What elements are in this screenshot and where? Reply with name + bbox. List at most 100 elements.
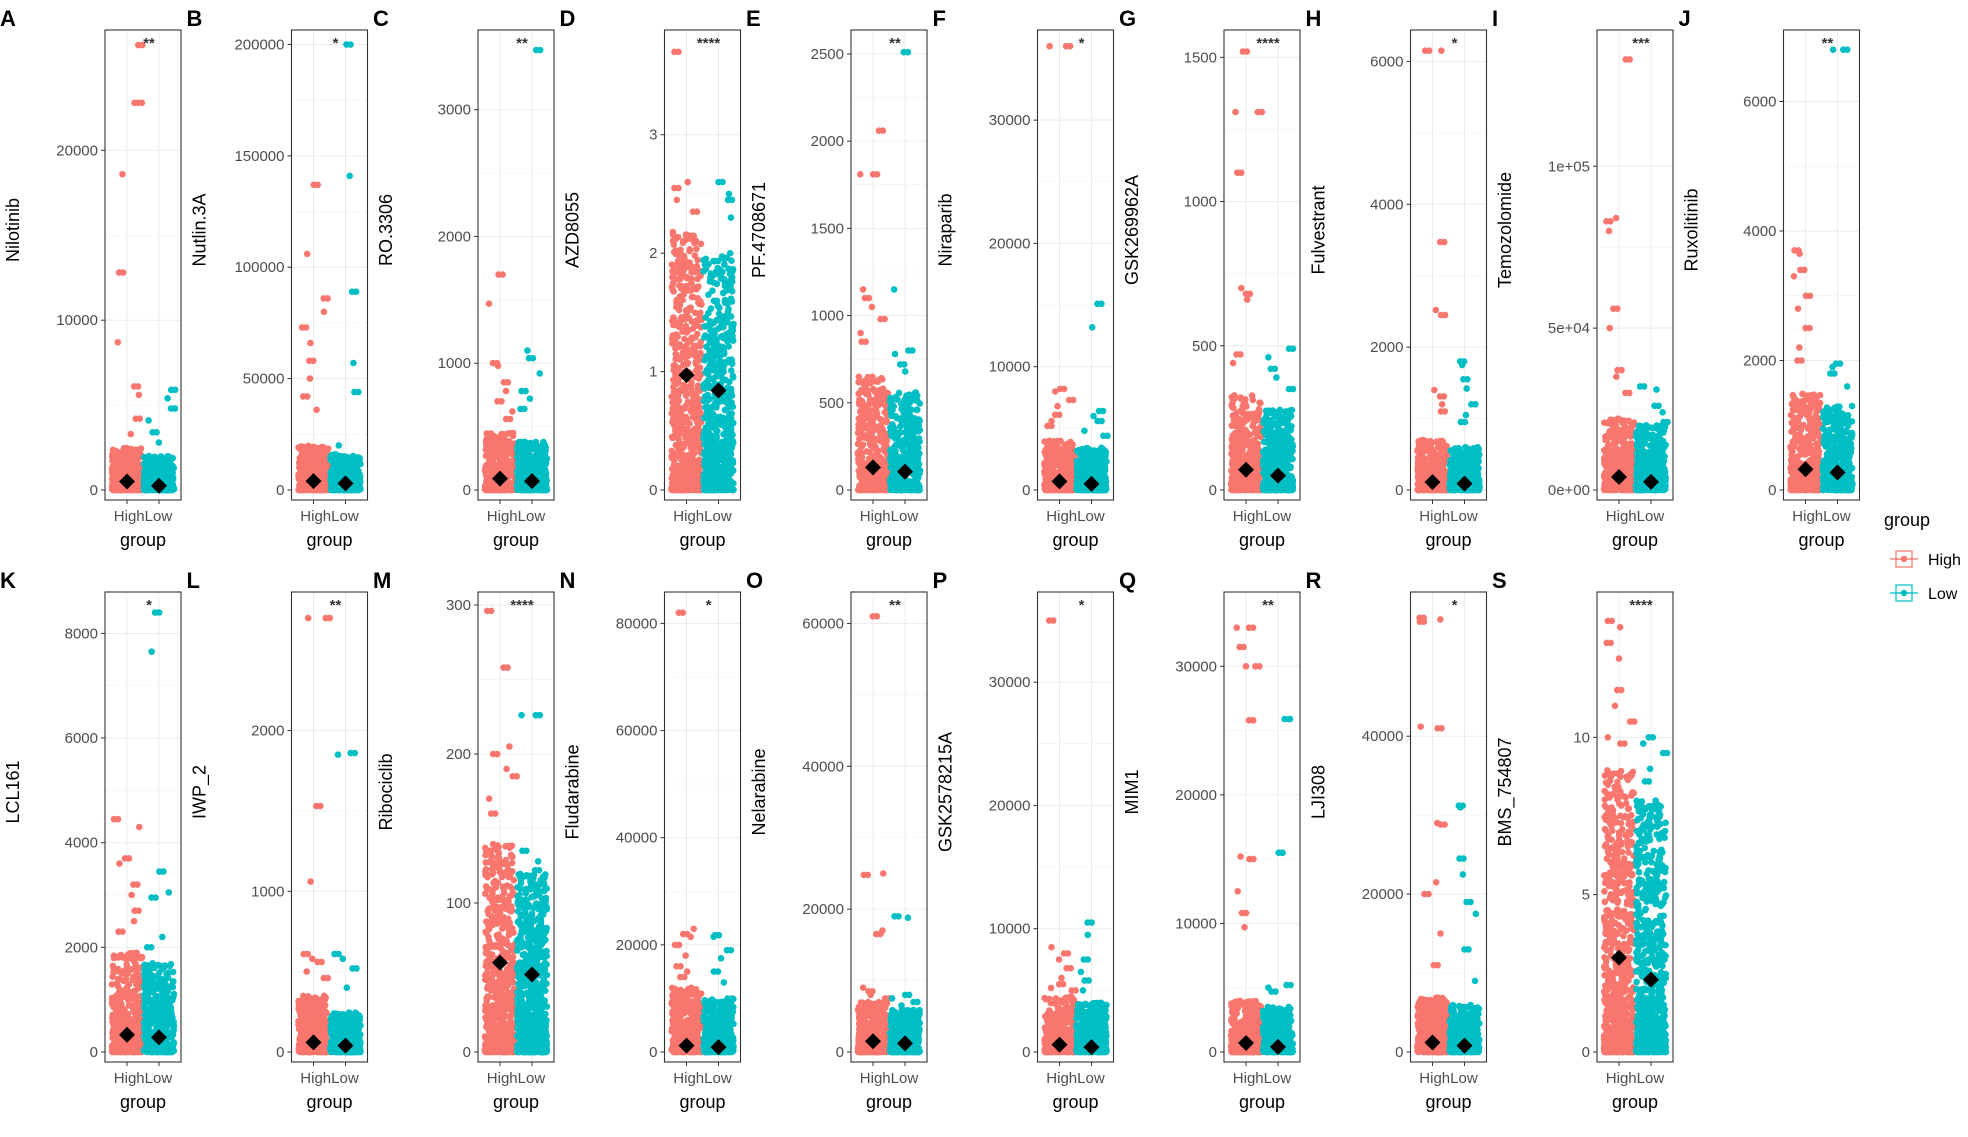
data-point: [673, 407, 681, 415]
x-tick-label-high: High: [673, 508, 704, 525]
data-point: [110, 485, 117, 493]
x-axis-label: group: [679, 530, 725, 550]
outlier-point: [302, 324, 310, 331]
data-point: [870, 453, 877, 461]
data-point: [114, 456, 122, 464]
x-tick-labels: HighLow: [114, 508, 173, 525]
data-point: [697, 240, 705, 248]
data-point: [541, 476, 549, 484]
data-point: [687, 400, 695, 408]
outlier-point: [135, 391, 143, 399]
panel-frame: [104, 29, 182, 501]
data-point: [706, 375, 714, 383]
data-point: [673, 393, 680, 400]
data-point: [709, 287, 716, 295]
data-point: [128, 469, 135, 476]
data-point: [140, 478, 148, 486]
data-point: [681, 460, 689, 467]
data-point: [676, 275, 684, 283]
data-point: [724, 334, 731, 342]
data-point: [700, 256, 707, 264]
data-point: [500, 451, 507, 458]
outlier-point: [672, 463, 680, 470]
outlier-point: [506, 415, 514, 423]
y-tick-label: 2500: [811, 46, 844, 63]
data-point: [691, 252, 699, 259]
outlier-point: [536, 370, 543, 377]
data-point: [721, 296, 729, 304]
data-point: [151, 469, 158, 477]
data-point: [724, 395, 732, 403]
outlier-point: [498, 398, 505, 405]
data-point: [165, 458, 173, 466]
data-point: [691, 430, 698, 438]
data-point: [346, 454, 354, 462]
data-point: [913, 453, 921, 460]
outlier-point: [153, 429, 160, 436]
x-axis-label: group: [306, 530, 352, 550]
data-point: [690, 293, 697, 301]
panel-letter: D: [560, 6, 576, 31]
outlier-point: [673, 196, 681, 204]
outlier-point: [303, 393, 311, 400]
data-point: [689, 414, 697, 421]
data-point: [726, 418, 733, 426]
outlier-point: [728, 196, 736, 204]
data-point: [540, 440, 548, 447]
data-point: [878, 392, 886, 399]
data-point: [674, 268, 681, 276]
data-point: [886, 398, 894, 405]
data-point: [490, 460, 498, 468]
data-point: [688, 382, 695, 390]
data-point: [712, 350, 719, 358]
panel-frame: [477, 29, 555, 501]
data-point: [521, 486, 528, 494]
data-point: [534, 460, 542, 468]
outlier-point: [879, 127, 887, 134]
data-point: [157, 469, 164, 477]
outlier-point: [509, 408, 516, 415]
data-point: [717, 418, 724, 426]
y-tick-label: 100000: [234, 259, 284, 276]
y-axis-label: Nutlin.3A: [190, 193, 210, 266]
data-point: [156, 456, 164, 464]
y-tick-label: 1: [649, 364, 657, 381]
data-point: [730, 320, 737, 328]
data-point: [914, 437, 921, 445]
outlier-point: [719, 178, 726, 186]
data-point: [701, 456, 709, 464]
outlier-point: [675, 48, 682, 56]
data-point: [686, 451, 693, 458]
data-point: [698, 301, 705, 308]
y-tick-label: 3000: [438, 102, 471, 119]
x-tick-labels: HighLow: [300, 508, 359, 525]
data-point: [702, 467, 709, 475]
data-point: [694, 396, 701, 404]
data-point: [714, 476, 721, 483]
data-point: [356, 476, 363, 484]
outlier-point: [119, 170, 126, 178]
data-point: [868, 441, 875, 448]
data-point: [714, 264, 721, 272]
data-point: [143, 456, 150, 464]
x-tick-labels: HighLow: [487, 508, 546, 525]
outlier-point: [303, 250, 311, 258]
data-point: [676, 341, 684, 348]
data-point: [701, 428, 708, 436]
data-point: [869, 385, 877, 393]
data-point: [676, 474, 683, 482]
data-point: [686, 306, 694, 314]
data-point: [681, 257, 689, 265]
data-point: [697, 349, 704, 357]
data-point: [319, 486, 327, 494]
data-point: [515, 467, 522, 474]
data-point: [727, 277, 734, 284]
y-tick-label: 500: [819, 395, 844, 412]
y-tick-label: 10000: [56, 312, 98, 329]
data-point: [120, 457, 128, 465]
y-tick-label: 50000: [243, 371, 285, 388]
data-point: [856, 396, 863, 403]
data-point: [670, 337, 677, 344]
data-point: [726, 249, 734, 257]
data-point: [718, 253, 726, 260]
